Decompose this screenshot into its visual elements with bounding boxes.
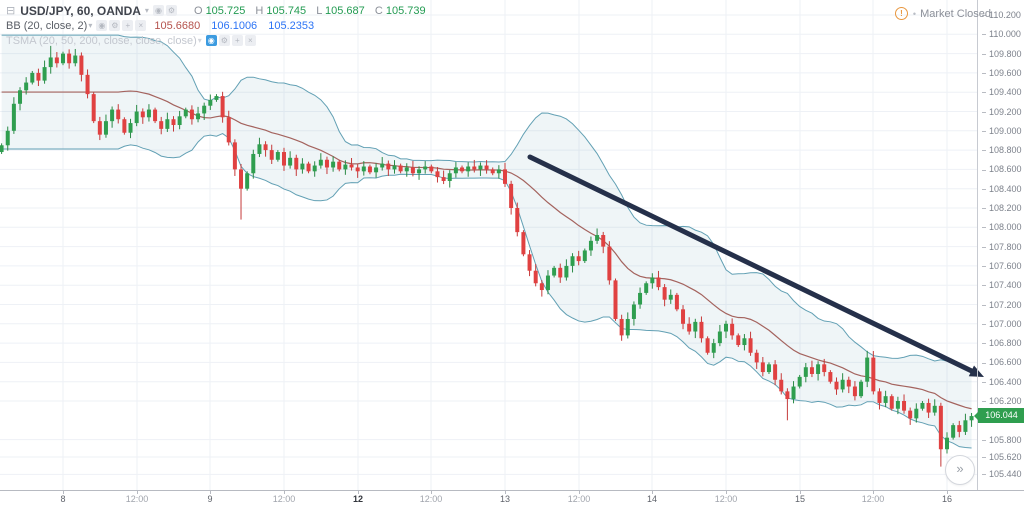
price-axis-label: 109.400 (982, 87, 1022, 97)
price-axis-label: 107.000 (982, 319, 1022, 329)
high-label: H (255, 4, 264, 17)
market-status-text: Market Closed (920, 7, 991, 20)
price-axis-label: 108.200 (982, 203, 1022, 213)
price-axis-label: 109.600 (982, 68, 1022, 78)
market-status: ! • Market Closed (894, 7, 991, 20)
time-axis-tick (431, 491, 432, 494)
price-axis-label: 107.800 (982, 242, 1022, 252)
price-axis-label: 108.800 (982, 145, 1022, 155)
time-axis-label: 14 (646, 494, 658, 504)
price-axis-label: 106.800 (982, 338, 1022, 348)
time-axis-tick (63, 491, 64, 494)
time-axis-tick (284, 491, 285, 494)
time-axis-label: 12:00 (125, 494, 149, 504)
price-axis-label: 106.200 (982, 396, 1022, 406)
time-axis-tick (505, 491, 506, 494)
time-axis-tick (800, 491, 801, 494)
close-value: 105.739 (385, 4, 426, 17)
price-axis-label: 109.200 (982, 107, 1022, 117)
low-value: 105.687 (325, 4, 365, 17)
time-axis-label: 12 (352, 494, 364, 504)
ohlc-readout: O 105.725 H 105.745 L 105.687 C 105.739 (187, 5, 426, 17)
time-axis-tick (358, 491, 359, 494)
current-price-badge: 106.044 (974, 408, 1024, 424)
time-axis-tick (652, 491, 653, 494)
price-axis-label: 105.620 (982, 452, 1022, 462)
time-axis-label: 12:00 (714, 494, 738, 504)
time-axis-tick (579, 491, 580, 494)
price-axis-label: 109.000 (982, 126, 1022, 136)
time-axis-tick (947, 491, 948, 494)
status-dot-icon: • (912, 8, 917, 19)
symbol-menu-icon[interactable]: ⊟ (6, 5, 16, 17)
time-axis-tick (137, 491, 138, 494)
gear-icon[interactable]: ⚙ (218, 35, 230, 46)
bb-upper-value: 106.1006 (211, 19, 258, 32)
bb-lower-value: 105.2353 (268, 19, 315, 32)
time-axis-label: 9 (207, 494, 213, 504)
price-axis-label: 107.400 (982, 280, 1022, 290)
time-axis-tick (873, 491, 874, 494)
time-axis-label: 13 (499, 494, 511, 504)
high-value: 105.745 (266, 4, 307, 17)
price-axis-label: 109.800 (982, 49, 1022, 59)
price-axis-label: 106.600 (982, 357, 1022, 367)
trend-arrow-annotation[interactable] (527, 154, 984, 377)
time-axis-label: 12:00 (419, 494, 443, 504)
eye-icon[interactable]: ◉ (152, 5, 164, 16)
open-label: O (193, 4, 203, 17)
time-axis[interactable]: 8 12:00 9 12:00 12 12:00 13 12:00 14 12:00 15 12:00… (0, 490, 1024, 507)
open-value: 105.725 (205, 4, 246, 17)
chart-legend: ⊟ USD/JPY, 60, OANDA ▾ ◉ ⚙ O 105.725 H 1… (6, 3, 426, 48)
bollinger-band (1, 34, 972, 449)
time-axis-label: 12:00 (861, 494, 885, 504)
scroll-to-realtime-button[interactable]: » (945, 455, 975, 485)
time-axis-label: 16 (941, 494, 953, 504)
bb-indicator-row: BB (20, close, 2) ▾ ◉ ⚙ + × 105.6680 106… (6, 18, 426, 33)
price-axis-label: 108.600 (982, 164, 1022, 174)
bb-values: 105.6680 106.1006 105.2353 (154, 20, 314, 32)
gear-icon[interactable]: ⚙ (165, 5, 177, 16)
close-icon[interactable]: × (244, 35, 256, 46)
time-axis-tick (210, 491, 211, 494)
price-axis-label: 110.200 (982, 10, 1021, 20)
time-axis-label: 8 (60, 494, 66, 504)
warning-icon: ! (894, 7, 908, 20)
eye-icon[interactable]: ◉ (96, 20, 108, 31)
chevron-down-icon[interactable]: ▾ (88, 21, 93, 30)
tsma-indicator-row: TSMA (20, 50, 200, close, close, close) … (6, 33, 426, 48)
chevron-down-icon[interactable]: ▾ (144, 6, 149, 15)
close-label: C (374, 4, 383, 17)
time-axis-label: 12:00 (567, 494, 591, 504)
price-axis-label: 105.440 (982, 469, 1022, 479)
low-label: L (316, 4, 322, 17)
price-axis-label: 108.400 (982, 184, 1022, 194)
eye-icon[interactable]: ◉ (205, 35, 217, 46)
price-axis-label: 105.800 (982, 435, 1022, 445)
price-axis-label: 107.600 (982, 261, 1022, 271)
bb-basis-value: 105.6680 (154, 19, 201, 32)
close-icon[interactable]: × (135, 20, 147, 31)
symbol-title[interactable]: USD/JPY, 60, OANDA (20, 3, 141, 18)
plus-icon[interactable]: + (231, 35, 243, 46)
candles (0, 45, 974, 467)
chevron-down-icon[interactable]: ▾ (197, 36, 202, 45)
price-axis-label: 107.200 (982, 300, 1022, 310)
price-axis-label: 110.000 (982, 29, 1021, 39)
symbol-legend-row: ⊟ USD/JPY, 60, OANDA ▾ ◉ ⚙ O 105.725 H 1… (6, 3, 426, 18)
bb-indicator-label[interactable]: BB (20, close, 2) (6, 19, 88, 32)
price-axis[interactable]: 106.044 110.200 110.000 109.800 109.600 109.… (974, 0, 1024, 490)
time-axis-label: 12:00 (272, 494, 296, 504)
price-axis-label: 106.400 (982, 377, 1022, 387)
price-axis-label: 108.000 (982, 222, 1022, 232)
plus-icon[interactable]: + (122, 20, 134, 31)
tsma-indicator-label[interactable]: TSMA (20, 50, 200, close, close, close) (6, 34, 197, 47)
time-axis-tick (726, 491, 727, 494)
gear-icon[interactable]: ⚙ (109, 20, 121, 31)
gridlines (0, 0, 977, 490)
time-axis-label: 15 (794, 494, 806, 504)
